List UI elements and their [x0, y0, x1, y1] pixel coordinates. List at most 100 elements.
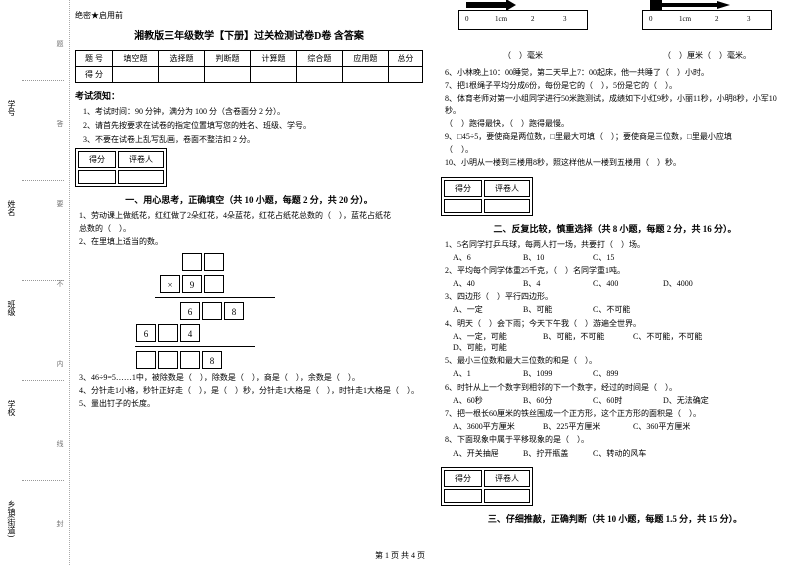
grid-cell: 8: [202, 351, 222, 369]
opt: B、10: [523, 252, 593, 263]
grid-cell[interactable]: [158, 351, 178, 369]
opt: C、60时: [593, 395, 663, 406]
grader-cell[interactable]: [118, 170, 164, 184]
opt: B、60分: [523, 395, 593, 406]
grid-cell: 4: [180, 324, 200, 342]
opt: A、一定: [453, 304, 523, 315]
opt: B、拧开瓶盖: [523, 448, 593, 459]
field-line: [22, 480, 64, 481]
opt: C、899: [593, 368, 663, 379]
grid-cell: 8: [224, 302, 244, 320]
field-township-label: 乡镇(街道): [6, 500, 17, 537]
grid-cell: 6: [180, 302, 200, 320]
score-label: 得分: [444, 470, 482, 487]
tick-label: 0: [465, 15, 469, 23]
grid-cell[interactable]: [180, 351, 200, 369]
field-line: [22, 80, 64, 81]
tick-label: 1cm: [495, 15, 507, 23]
grader-label: 评卷人: [484, 470, 530, 487]
score-cell[interactable]: [113, 67, 159, 83]
options: A、40B、4C、400D、4000: [453, 278, 789, 289]
score-header: 填空题: [113, 51, 159, 67]
grader-cell[interactable]: [484, 199, 530, 213]
score-header: 计算题: [250, 51, 296, 67]
opt: D、可能，可能: [453, 342, 543, 353]
options: A、6B、10C、15: [453, 252, 789, 263]
page-content: 绝密★启用前 湘教版三年级数学【下册】过关检测试卷D卷 含答案 题 号 填空题 …: [75, 10, 790, 529]
opt: A、40: [453, 278, 523, 289]
grader-cell[interactable]: [484, 489, 530, 503]
grid-cell[interactable]: [204, 275, 224, 293]
options: A、60秒B、60分C、60时D、无法确定: [453, 395, 789, 406]
field-line: [22, 380, 64, 381]
section-1-title: 一、用心思考，正确填空（共 10 小题，每题 2 分，共 20 分）。: [75, 193, 423, 206]
question-2-2: 2、平均每个同学体重25千克，（ ）名同学重1吨。: [445, 265, 789, 276]
ruler-label-1: （ ）毫米: [458, 50, 588, 61]
field-line: [22, 180, 64, 181]
question-2-4: 4、明天（ ）会下雨；今天下午我（ ）游遍全世界。: [445, 318, 789, 329]
question-3: 3、46÷9=5……1中，被除数是（ ），除数是（ ），商是（ ），余数是（ ）…: [79, 372, 423, 383]
page-footer: 第 1 页 共 4 页: [0, 550, 800, 561]
question-10: 10、小明从一楼到三楼用8秒，照这样他从一楼到五楼用（ ）秒。: [445, 157, 789, 168]
question-4: 4、分针走1小格，秒针正好走（ ），是（ ）秒，分针走1大格是（ ），时针走1大…: [79, 385, 423, 396]
score-cell[interactable]: [296, 67, 342, 83]
tick-label: 1cm: [679, 15, 691, 23]
notice-item: 1、考试时间：90 分钟，满分为 100 分（含卷面分 2 分）。: [83, 106, 423, 117]
opt: C、不可能，不可能: [633, 331, 723, 342]
opt: C、转动的风车: [593, 448, 683, 459]
field-name-label: 姓名: [6, 200, 17, 216]
section-3-title: 三、仔细推敲，正确判断（共 10 小题，每题 1.5 分，共 15 分）。: [441, 512, 789, 525]
question-2-6: 6、时针从上一个数字到相邻的下一个数字，经过的时间是（ ）。: [445, 382, 789, 393]
score-cell[interactable]: [205, 67, 251, 83]
score-cell[interactable]: [342, 67, 388, 83]
opt: B、225平方厘米: [543, 421, 633, 432]
question-2: 2、在里填上适当的数。: [79, 236, 423, 247]
grid-cell[interactable]: [158, 324, 178, 342]
score-cell[interactable]: [250, 67, 296, 83]
question-1b: 总数的（ ）。: [79, 223, 423, 234]
notice-item: 2、请首先按要求在试卷的指定位置填写您的姓名、班级、学号。: [83, 120, 423, 131]
score-cell[interactable]: [444, 199, 482, 213]
ruler-body: 0 1cm 2 3: [458, 10, 588, 30]
seal-char: 答: [55, 120, 65, 127]
binding-strip: 乡镇(街道) 学校 班级 姓名 学号 封 线 内 不 要 答 题: [0, 0, 70, 565]
score-cell[interactable]: [444, 489, 482, 503]
score-header: 应用题: [342, 51, 388, 67]
score-header: 选择题: [159, 51, 205, 67]
score-label: 得分: [78, 151, 116, 168]
score-cell[interactable]: [78, 170, 116, 184]
question-8a: 8、体育老师对第一小组同学进行50米跑测试，成绩如下小红9秒，小丽11秒，小明8…: [445, 93, 789, 115]
ruler-1: 0 1cm 2 3 （ ）毫米: [458, 10, 588, 61]
opt: C、15: [593, 252, 663, 263]
opt: B、4: [523, 278, 593, 289]
grid-cell[interactable]: [202, 302, 222, 320]
left-column: 绝密★启用前 湘教版三年级数学【下册】过关检测试卷D卷 含答案 题 号 填空题 …: [75, 10, 423, 529]
grid-cell: ×: [160, 275, 180, 293]
question-2-1: 1、5名同学打乒乓球，每两人打一场，共要打（ ）场。: [445, 239, 789, 250]
grid-cell[interactable]: [136, 351, 156, 369]
confidential-label: 绝密★启用前: [75, 10, 423, 21]
grid-cell[interactable]: [182, 253, 202, 271]
seal-char: 要: [55, 200, 65, 207]
score-header: 题 号: [76, 51, 113, 67]
score-cell[interactable]: [159, 67, 205, 83]
grid-cell[interactable]: [204, 253, 224, 271]
score-cell[interactable]: [388, 67, 422, 83]
question-5: 5、量出钉子的长度。: [79, 398, 423, 409]
score-header: 总分: [388, 51, 422, 67]
options: A、一定B、可能C、不可能: [453, 304, 789, 315]
seal-char: 内: [55, 360, 65, 367]
question-2-7: 7、把一根长60厘米的铁丝围成一个正方形，这个正方形的面积是（ ）。: [445, 408, 789, 419]
exam-title: 湘教版三年级数学【下册】过关检测试卷D卷 含答案: [75, 27, 423, 42]
opt: A、一定，可能: [453, 331, 543, 342]
tick-label: 0: [649, 15, 653, 23]
score-label: 得分: [444, 180, 482, 197]
question-6: 6、小林晚上10：00睡觉，第二天早上7：00起床，他一共睡了（ ）小时。: [445, 67, 789, 78]
question-8b: （ ）跑得最快，（ ）跑得最慢。: [445, 118, 789, 129]
tick-label: 3: [563, 15, 567, 23]
grader-label: 评卷人: [118, 151, 164, 168]
question-2-3: 3、四边形（ ）平行四边形。: [445, 291, 789, 302]
multiplication-grid: ×9 68 64 8: [135, 252, 423, 370]
ruler-label-2: （ ）厘米（ ）毫米。: [642, 50, 772, 61]
section-2-title: 二、反复比较，慎重选择（共 8 小题，每题 2 分，共 16 分）。: [441, 222, 789, 235]
